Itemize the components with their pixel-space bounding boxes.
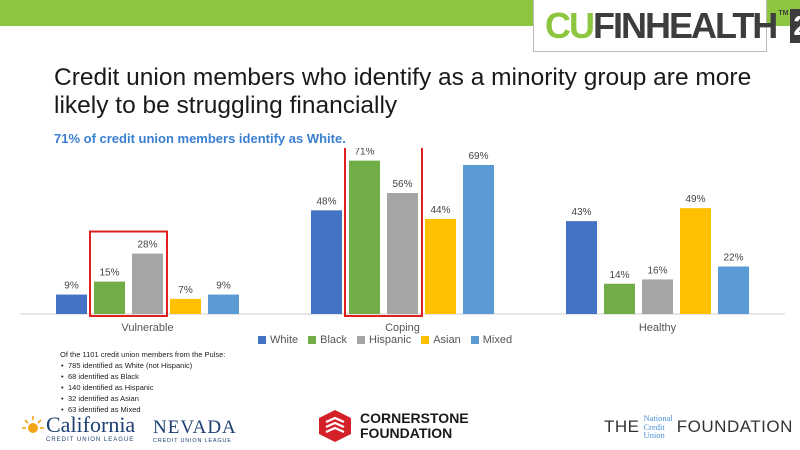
notes-item: 785 identified as White (not Hispanic) [60,360,225,371]
legend-swatch-white [258,336,266,344]
brand-year: 21 [790,9,800,43]
slide-title: Credit union members who identify as a m… [54,64,752,119]
notes-item: 68 identified as Black [60,371,225,382]
bar-coping-black [349,160,380,314]
legend-swatch-asian [421,336,430,344]
ncu-name-stack: National Credit Union [644,414,673,440]
legend-swatch-hispanic [357,336,366,344]
data-label-coping-hispanic: 56% [392,179,412,190]
data-label-vulnerable-mixed: 9% [216,281,231,292]
ncu-foundation-logo: THE National Credit Union FOUNDATION [604,414,793,440]
bar-healthy-hispanic [642,279,673,314]
category-label-vulnerable: Vulnerable [121,322,173,334]
cornerstone-foundation-logo: CORNERSTONE FOUNDATION [318,409,469,443]
bar-healthy-black [604,283,635,314]
data-label-vulnerable-black: 15% [99,268,119,279]
california-sub: CREDIT UNION LEAGUE [46,437,135,443]
cornerstone-line2: FOUNDATION [360,425,453,441]
brand-cu: CU [545,5,595,46]
notes-item: 140 identified as Hispanic [60,382,225,393]
nevada-name: NEVADA [153,417,237,438]
legend-label-black: Black [320,334,348,346]
legend-label-asian: Asian [433,334,461,346]
california-name: California [46,412,136,437]
cornerstone-mark-icon [319,410,351,442]
legend-item-hispanic: Hispanic [357,334,411,346]
ncu-line3: Union [643,430,665,440]
legend-label-mixed: Mixed [482,334,513,346]
ncu-the: THE [604,416,640,436]
data-label-healthy-white: 43% [571,207,591,218]
bar-vulnerable-black [94,281,125,314]
data-label-healthy-asian: 49% [685,194,705,205]
data-label-vulnerable-white: 9% [64,281,79,292]
notes-item: 32 identified as Asian [60,393,225,404]
bar-coping-asian [425,218,456,314]
legend-swatch-black [308,336,317,344]
bar-coping-hispanic [387,193,418,314]
bar-healthy-mixed [718,266,749,314]
category-label-healthy: Healthy [639,322,677,334]
ncu-foundation: FOUNDATION [676,416,793,436]
brand-trademark: TM [778,10,789,17]
legend-item-mixed: Mixed [470,334,513,346]
bar-healthy-asian [680,208,711,314]
nevada-sub: CREDIT UNION LEAGUE [153,438,232,444]
bar-healthy-white [566,221,597,314]
notes-intro: Of the 1101 credit union members from th… [60,350,226,359]
chart-legend: White Black Hispanic Asian Mixed [258,334,512,346]
notes-item: 63 identified as Mixed [60,404,225,415]
cornerstone-line1: CORNERSTONE [360,410,469,426]
data-label-healthy-mixed: 22% [723,252,743,263]
sun-icon [22,416,44,433]
slide-subtitle: 71% of credit union members identify as … [54,131,346,146]
legend-label-hispanic: Hispanic [369,334,412,346]
data-label-healthy-black: 14% [609,270,629,281]
category-label-coping: Coping [385,322,420,334]
data-label-coping-black: 71% [354,148,374,158]
legend-item-black: Black [308,334,347,346]
data-label-coping-asian: 44% [430,205,450,216]
legend-item-asian: Asian [421,334,461,346]
brand-logo-box [533,0,767,52]
bar-vulnerable-mixed [208,294,239,314]
data-label-healthy-hispanic: 16% [647,265,667,276]
bar-vulnerable-asian [170,298,201,314]
data-label-coping-white: 48% [316,196,336,207]
ncu-line1: National [643,413,673,423]
bar-vulnerable-hispanic [132,253,163,314]
california-league-logo: California CREDIT UNION LEAGUE [22,414,135,443]
bar-vulnerable-white [56,294,87,314]
data-label-vulnerable-asian: 7% [178,285,193,296]
legend-swatch-mixed [470,336,479,344]
legend-item-white: White [258,334,298,346]
data-label-coping-mixed: 69% [468,151,488,162]
bar-coping-white [311,210,342,314]
legend-label-white: White [270,334,299,346]
notes-list: 785 identified as White (not Hispanic) 6… [60,360,225,415]
highlight-box-coping [344,148,423,318]
nevada-league-logo: NEVADA CREDIT UNION LEAGUE [153,418,237,444]
highlight-box-vulnerable [89,230,168,317]
cufinhealth-logo: CU FINHEALTH TM 21 [545,4,800,48]
bar-chart: 9% 15% 28% 7% 9% Vulnerable 48% 71% 56% 44% 69% Cop… [20,148,785,334]
data-label-vulnerable-hispanic: 28% [137,240,157,251]
brand-finhealth: FINHEALTH [593,5,778,46]
ncu-line2: Credit [643,421,665,432]
bar-coping-mixed [463,164,494,314]
sample-notes: Of the 1101 credit union members from th… [60,349,225,415]
